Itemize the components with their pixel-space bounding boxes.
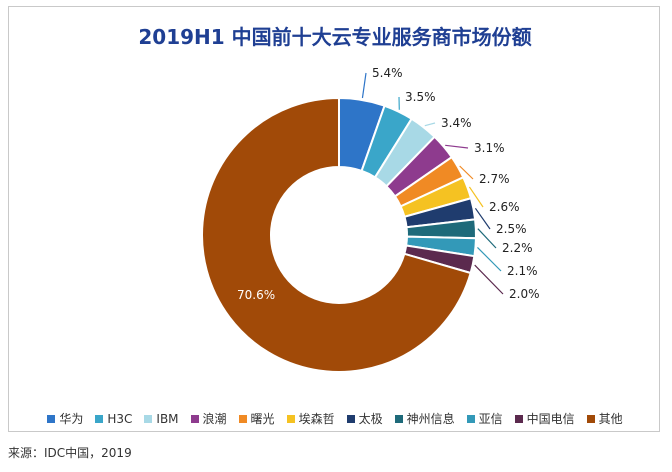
legend-swatch <box>144 414 153 423</box>
leader-line-神州信息 <box>477 228 497 249</box>
legend-label: 华为 <box>59 412 84 426</box>
legend: 华为 H3C IBM 浪潮 曙光 埃森哲 太极 神州信息 亚信 中国电信 其他 <box>9 410 661 427</box>
legend-label: 亚信 <box>478 412 503 426</box>
leader-line-IBM <box>424 122 436 127</box>
data-label-华为: 5.4% <box>372 66 403 80</box>
data-label-亚信: 2.1% <box>507 264 538 278</box>
data-label-埃森哲: 2.6% <box>489 200 520 214</box>
leader-line-太极 <box>474 207 491 230</box>
leader-line-亚信 <box>477 246 502 272</box>
leader-line-华为 <box>361 72 367 99</box>
legend-swatch <box>286 414 295 423</box>
legend-swatch <box>238 414 247 423</box>
leader-line-中国电信 <box>474 264 504 295</box>
legend-label: 中国电信 <box>526 412 575 426</box>
legend-item-太极: 太极 <box>346 410 383 427</box>
legend-swatch <box>190 414 199 423</box>
legend-item-亚信: 亚信 <box>466 410 503 427</box>
legend-swatch <box>586 414 595 423</box>
leader-line-曙光 <box>459 165 474 180</box>
chart-title: 2019H1 中国前十大云专业服务商市场份额 <box>138 25 532 49</box>
data-label-中国电信: 2.0% <box>509 287 540 301</box>
legend-label: 埃森哲 <box>298 412 335 426</box>
legend-label: 浪潮 <box>202 412 227 426</box>
data-label-IBM: 3.4% <box>441 116 472 130</box>
data-label-太极: 2.5% <box>496 222 527 236</box>
data-label-浪潮: 3.1% <box>474 141 505 155</box>
legend-label: 太极 <box>358 412 383 426</box>
legend-swatch <box>346 414 355 423</box>
slice-其他 <box>201 96 472 373</box>
leader-line-埃森哲 <box>468 186 484 208</box>
leader-line-浪潮 <box>445 144 469 149</box>
data-label-曙光: 2.7% <box>479 172 510 186</box>
legend-item-IBM: IBM <box>144 410 179 427</box>
legend-swatch <box>394 414 403 423</box>
legend-label: 曙光 <box>250 412 275 426</box>
legend-label: H3C <box>107 411 133 426</box>
donut-slices <box>201 96 477 373</box>
leader-lines <box>361 72 504 295</box>
legend-swatch <box>47 414 56 423</box>
legend-item-曙光: 曙光 <box>238 410 275 427</box>
legend-item-其他: 其他 <box>586 410 623 427</box>
source-note: 来源：IDC中国，2019 <box>8 446 132 460</box>
legend-label: 其他 <box>598 412 623 426</box>
legend-item-神州信息: 神州信息 <box>394 410 455 427</box>
legend-swatch <box>466 414 475 423</box>
legend-swatch <box>95 414 104 423</box>
legend-item-H3C: H3C <box>95 410 132 427</box>
legend-item-浪潮: 浪潮 <box>190 410 227 427</box>
data-labels: 5.4%3.5% 3.4%3.1% 2.7% 2.6% 2.5% 2.2% 2.1% 2.0%… <box>237 66 540 302</box>
data-label-其他: 70.6% <box>237 288 275 302</box>
data-label-神州信息: 2.2% <box>502 241 533 255</box>
legend-label: IBM <box>156 411 179 426</box>
legend-item-华为: 华为 <box>47 410 83 427</box>
donut-chart: 5.4%3.5% 3.4%3.1% 2.7% 2.6% 2.5% 2.2% 2.1% 2.0%… <box>201 66 540 373</box>
legend-item-埃森哲: 埃森哲 <box>286 410 335 427</box>
data-label-H3C: 3.5% <box>405 90 436 104</box>
legend-swatch <box>514 414 523 423</box>
legend-item-中国电信: 中国电信 <box>514 410 575 427</box>
legend-label: 神州信息 <box>406 412 455 426</box>
chart-frame: 2019H1 中国前十大云专业服务商市场份额 5.4% 3.5% 3.4% 3.1% 2… <box>8 6 660 432</box>
